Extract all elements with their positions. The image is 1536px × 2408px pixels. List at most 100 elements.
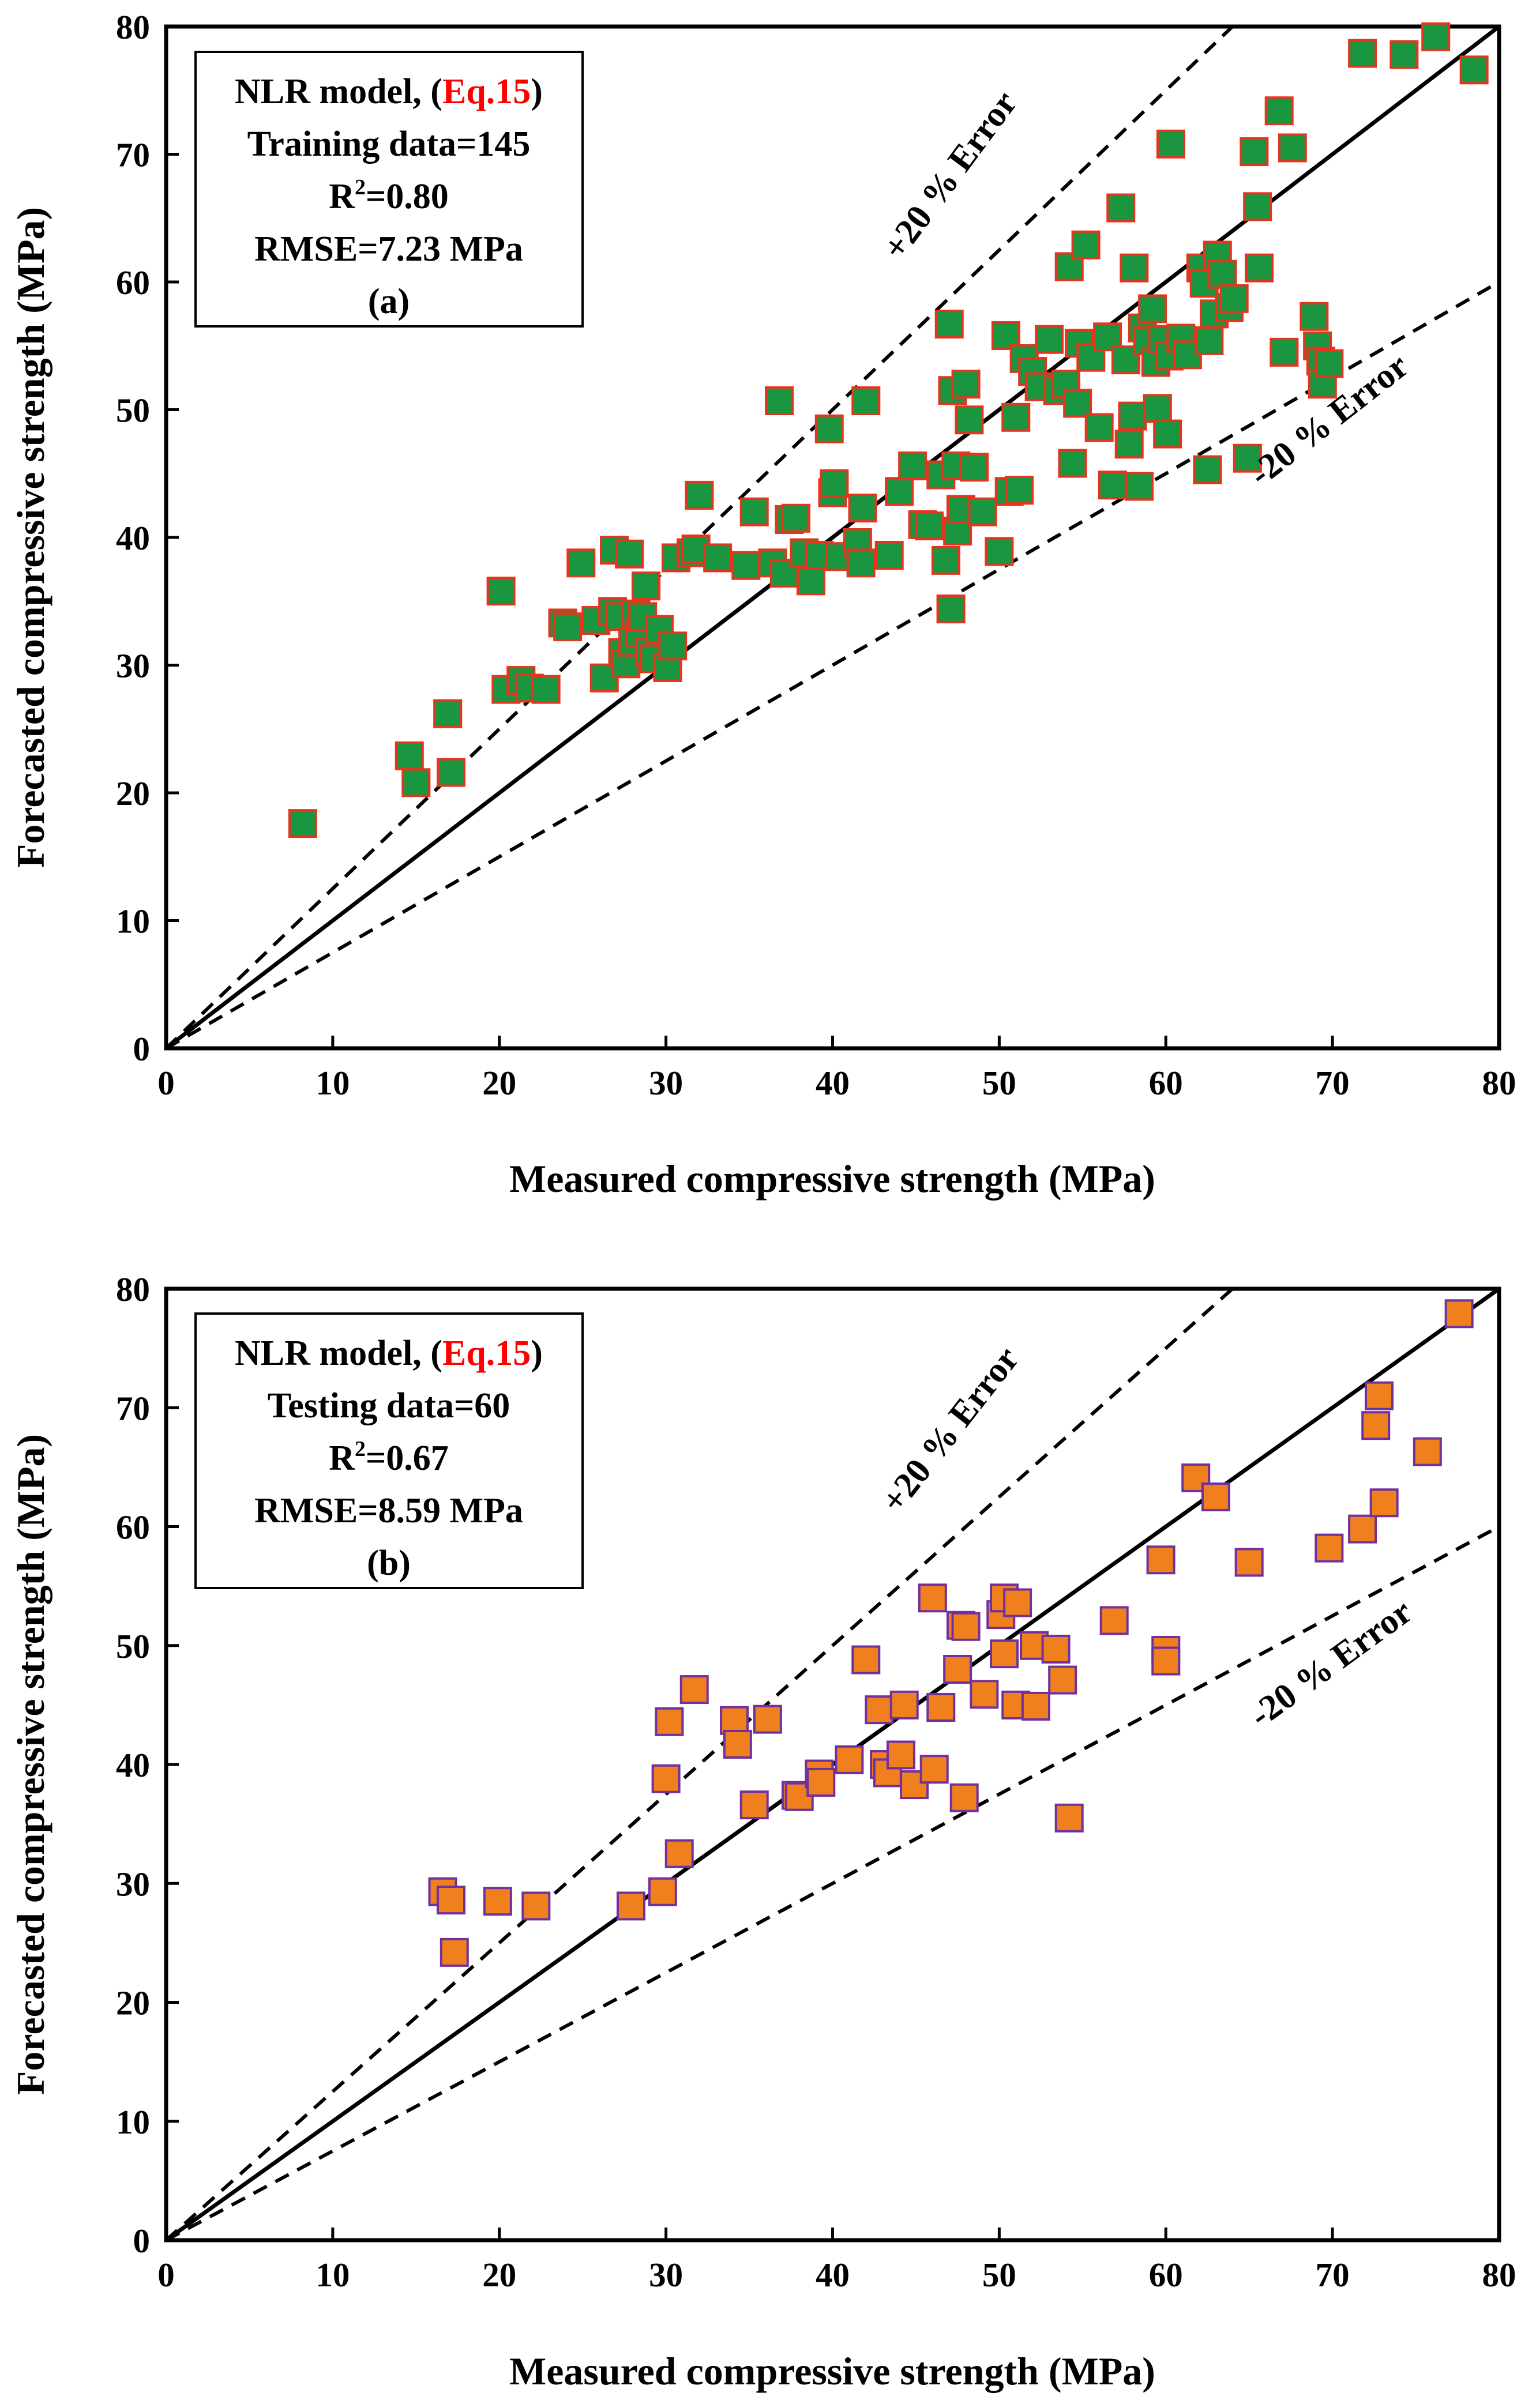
line-of-equality <box>164 25 1501 1050</box>
data-point <box>1041 1634 1071 1664</box>
data-point <box>1315 349 1344 378</box>
data-point <box>723 1729 752 1759</box>
data-point <box>521 1891 551 1921</box>
data-point <box>949 1783 979 1812</box>
data-point <box>874 541 904 570</box>
data-point <box>1054 252 1084 281</box>
data-point <box>1201 1482 1230 1511</box>
info-box: NLR model, (Eq.15) Testing data=60 R2=0.… <box>194 1312 584 1589</box>
data-point <box>968 497 997 526</box>
data-point <box>483 1887 512 1916</box>
data-point <box>1071 230 1101 259</box>
data-point <box>898 451 927 480</box>
info-box-rmse: RMSE=8.59 MPa <box>254 1491 523 1530</box>
data-point <box>926 1693 956 1722</box>
minus20-error-label: -20 % Error <box>1242 1591 1419 1735</box>
y-tick-label: 20 <box>116 1984 150 2022</box>
data-point <box>960 453 989 482</box>
data-point <box>1389 40 1419 69</box>
x-tick-label: 30 <box>649 2256 683 2294</box>
data-point <box>1243 192 1272 221</box>
data-point <box>1143 394 1172 423</box>
data-point <box>985 537 1014 566</box>
y-tick-label: 50 <box>116 392 150 430</box>
data-point <box>1093 322 1122 352</box>
y-tick-label: 30 <box>116 1865 150 1903</box>
x-axis-title: Measured compressive strength (MPa) <box>509 1157 1155 1201</box>
data-point <box>651 1764 681 1793</box>
data-point <box>288 809 317 838</box>
x-tick-label: 50 <box>982 2256 1016 2294</box>
info-box: NLR model, (Eq.15) Training data=145 R2=… <box>194 51 584 328</box>
data-point <box>685 480 714 510</box>
data-point <box>1114 430 1144 459</box>
data-point <box>1003 1588 1032 1617</box>
data-point <box>1001 402 1031 432</box>
data-point <box>1240 137 1269 167</box>
y-tick-label: 10 <box>116 2103 150 2141</box>
y-tick-label: 10 <box>116 902 150 940</box>
data-point <box>1245 253 1274 283</box>
data-point <box>655 1707 684 1736</box>
data-point <box>886 1740 915 1770</box>
data-point <box>1106 193 1136 223</box>
data-point <box>889 1690 919 1720</box>
plus20-error-line <box>165 1287 1234 2242</box>
plus20-error-label: +20 % Error <box>875 84 1024 267</box>
data-point <box>1361 1411 1391 1440</box>
data-point <box>1195 326 1224 355</box>
data-point <box>851 386 881 415</box>
data-point <box>1365 1381 1394 1410</box>
x-tick-label: 40 <box>816 1064 850 1102</box>
data-point <box>955 405 984 435</box>
data-point <box>720 1706 749 1735</box>
data-point <box>1264 96 1294 126</box>
x-tick-label: 80 <box>1482 1064 1516 1102</box>
data-point <box>615 539 644 569</box>
data-point <box>1315 1533 1344 1563</box>
data-point <box>739 1790 769 1820</box>
data-point <box>1120 253 1149 283</box>
data-point <box>865 1695 894 1725</box>
data-point <box>951 370 981 399</box>
data-point <box>806 1767 836 1797</box>
data-point <box>679 1675 709 1705</box>
data-point <box>1348 39 1377 68</box>
data-point <box>1421 22 1451 51</box>
data-point <box>658 631 688 661</box>
info-box-r-squared: R2=0.67 <box>329 1437 449 1478</box>
info-box-r-squared: R2=0.80 <box>329 175 449 216</box>
x-tick-label: 70 <box>1316 1064 1350 1102</box>
axis-ticks <box>164 1287 1501 2242</box>
data-point <box>739 497 769 526</box>
info-box-rmse: RMSE=7.23 MPa <box>254 229 523 269</box>
data-point <box>1063 389 1092 418</box>
y-tick-label: 50 <box>116 1627 150 1665</box>
data-point <box>664 1839 694 1868</box>
data-point <box>918 1583 947 1613</box>
data-point <box>991 321 1020 351</box>
data-point <box>835 1745 864 1774</box>
info-box-panel-label: (a) <box>368 282 410 321</box>
x-tick-label: 0 <box>157 1064 175 1102</box>
info-box-model-line: NLR model, (Eq.15) <box>235 72 543 111</box>
x-tick-label: 50 <box>982 1064 1016 1102</box>
data-point <box>1300 302 1329 331</box>
data-point <box>1348 1514 1377 1544</box>
data-markers <box>288 22 1489 838</box>
data-point <box>440 1937 469 1967</box>
data-point <box>1098 471 1127 500</box>
y-tick-label: 0 <box>133 2222 151 2260</box>
tick-labels: 0 10 20 30 40 50 60 70 80 0 10 20 30 40 50 60 70 80 <box>116 1270 1516 2294</box>
data-point <box>553 612 583 642</box>
data-point <box>1270 337 1299 367</box>
data-point <box>951 1612 981 1641</box>
reference-lines <box>164 25 1501 1050</box>
data-point <box>765 386 794 415</box>
data-point <box>1048 1665 1077 1695</box>
x-tick-label: 70 <box>1316 2256 1350 2294</box>
data-point <box>1369 1488 1399 1518</box>
equation-ref: Eq.15 <box>442 1334 531 1373</box>
equation-ref: Eq.15 <box>442 72 531 111</box>
